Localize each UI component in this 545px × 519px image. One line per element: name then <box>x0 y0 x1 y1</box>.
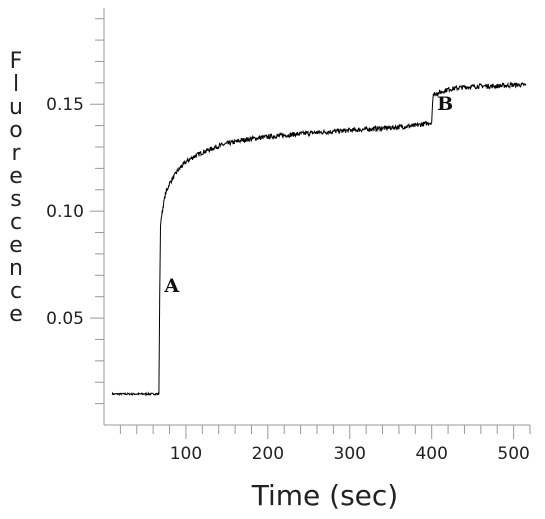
x-axis-title: Time (sec) <box>251 479 398 512</box>
x-tick-label: 300 <box>334 444 366 464</box>
y-axis-title-letter: c <box>10 210 22 235</box>
fluorescence-series-line <box>111 81 527 397</box>
y-tick-label: 0.05 <box>46 309 84 329</box>
y-axis-title-letter: e <box>9 233 23 258</box>
y-tick-label: 0.10 <box>46 202 84 222</box>
y-axis-title-letter: l <box>13 72 19 97</box>
plot-area <box>111 81 527 397</box>
y-tick-label: 0.15 <box>46 95 84 115</box>
y-axis-title-letter: e <box>9 302 23 327</box>
annotation-a: A <box>163 275 179 297</box>
axes <box>103 8 530 426</box>
y-axis-title-letter: c <box>10 279 22 304</box>
y-axis-title-letter: n <box>9 256 23 281</box>
annotation-b: B <box>437 93 453 115</box>
y-axis-title-letter: e <box>9 164 23 189</box>
y-axis-title-letter: F <box>10 49 23 74</box>
x-tick-label: 500 <box>497 444 529 464</box>
ticks: 0.05 0.10 0.15 100 200 300 400 500 <box>46 18 531 464</box>
x-tick-label: 200 <box>252 444 284 464</box>
y-axis-title-letter: o <box>9 118 22 143</box>
y-axis-title-letter: u <box>9 95 23 120</box>
annotations: AB <box>163 93 453 297</box>
x-tick-label: 400 <box>415 444 447 464</box>
y-axis-title-letter: r <box>11 141 21 166</box>
y-axis-title-letter: s <box>10 187 21 212</box>
x-tick-label: 100 <box>170 444 202 464</box>
